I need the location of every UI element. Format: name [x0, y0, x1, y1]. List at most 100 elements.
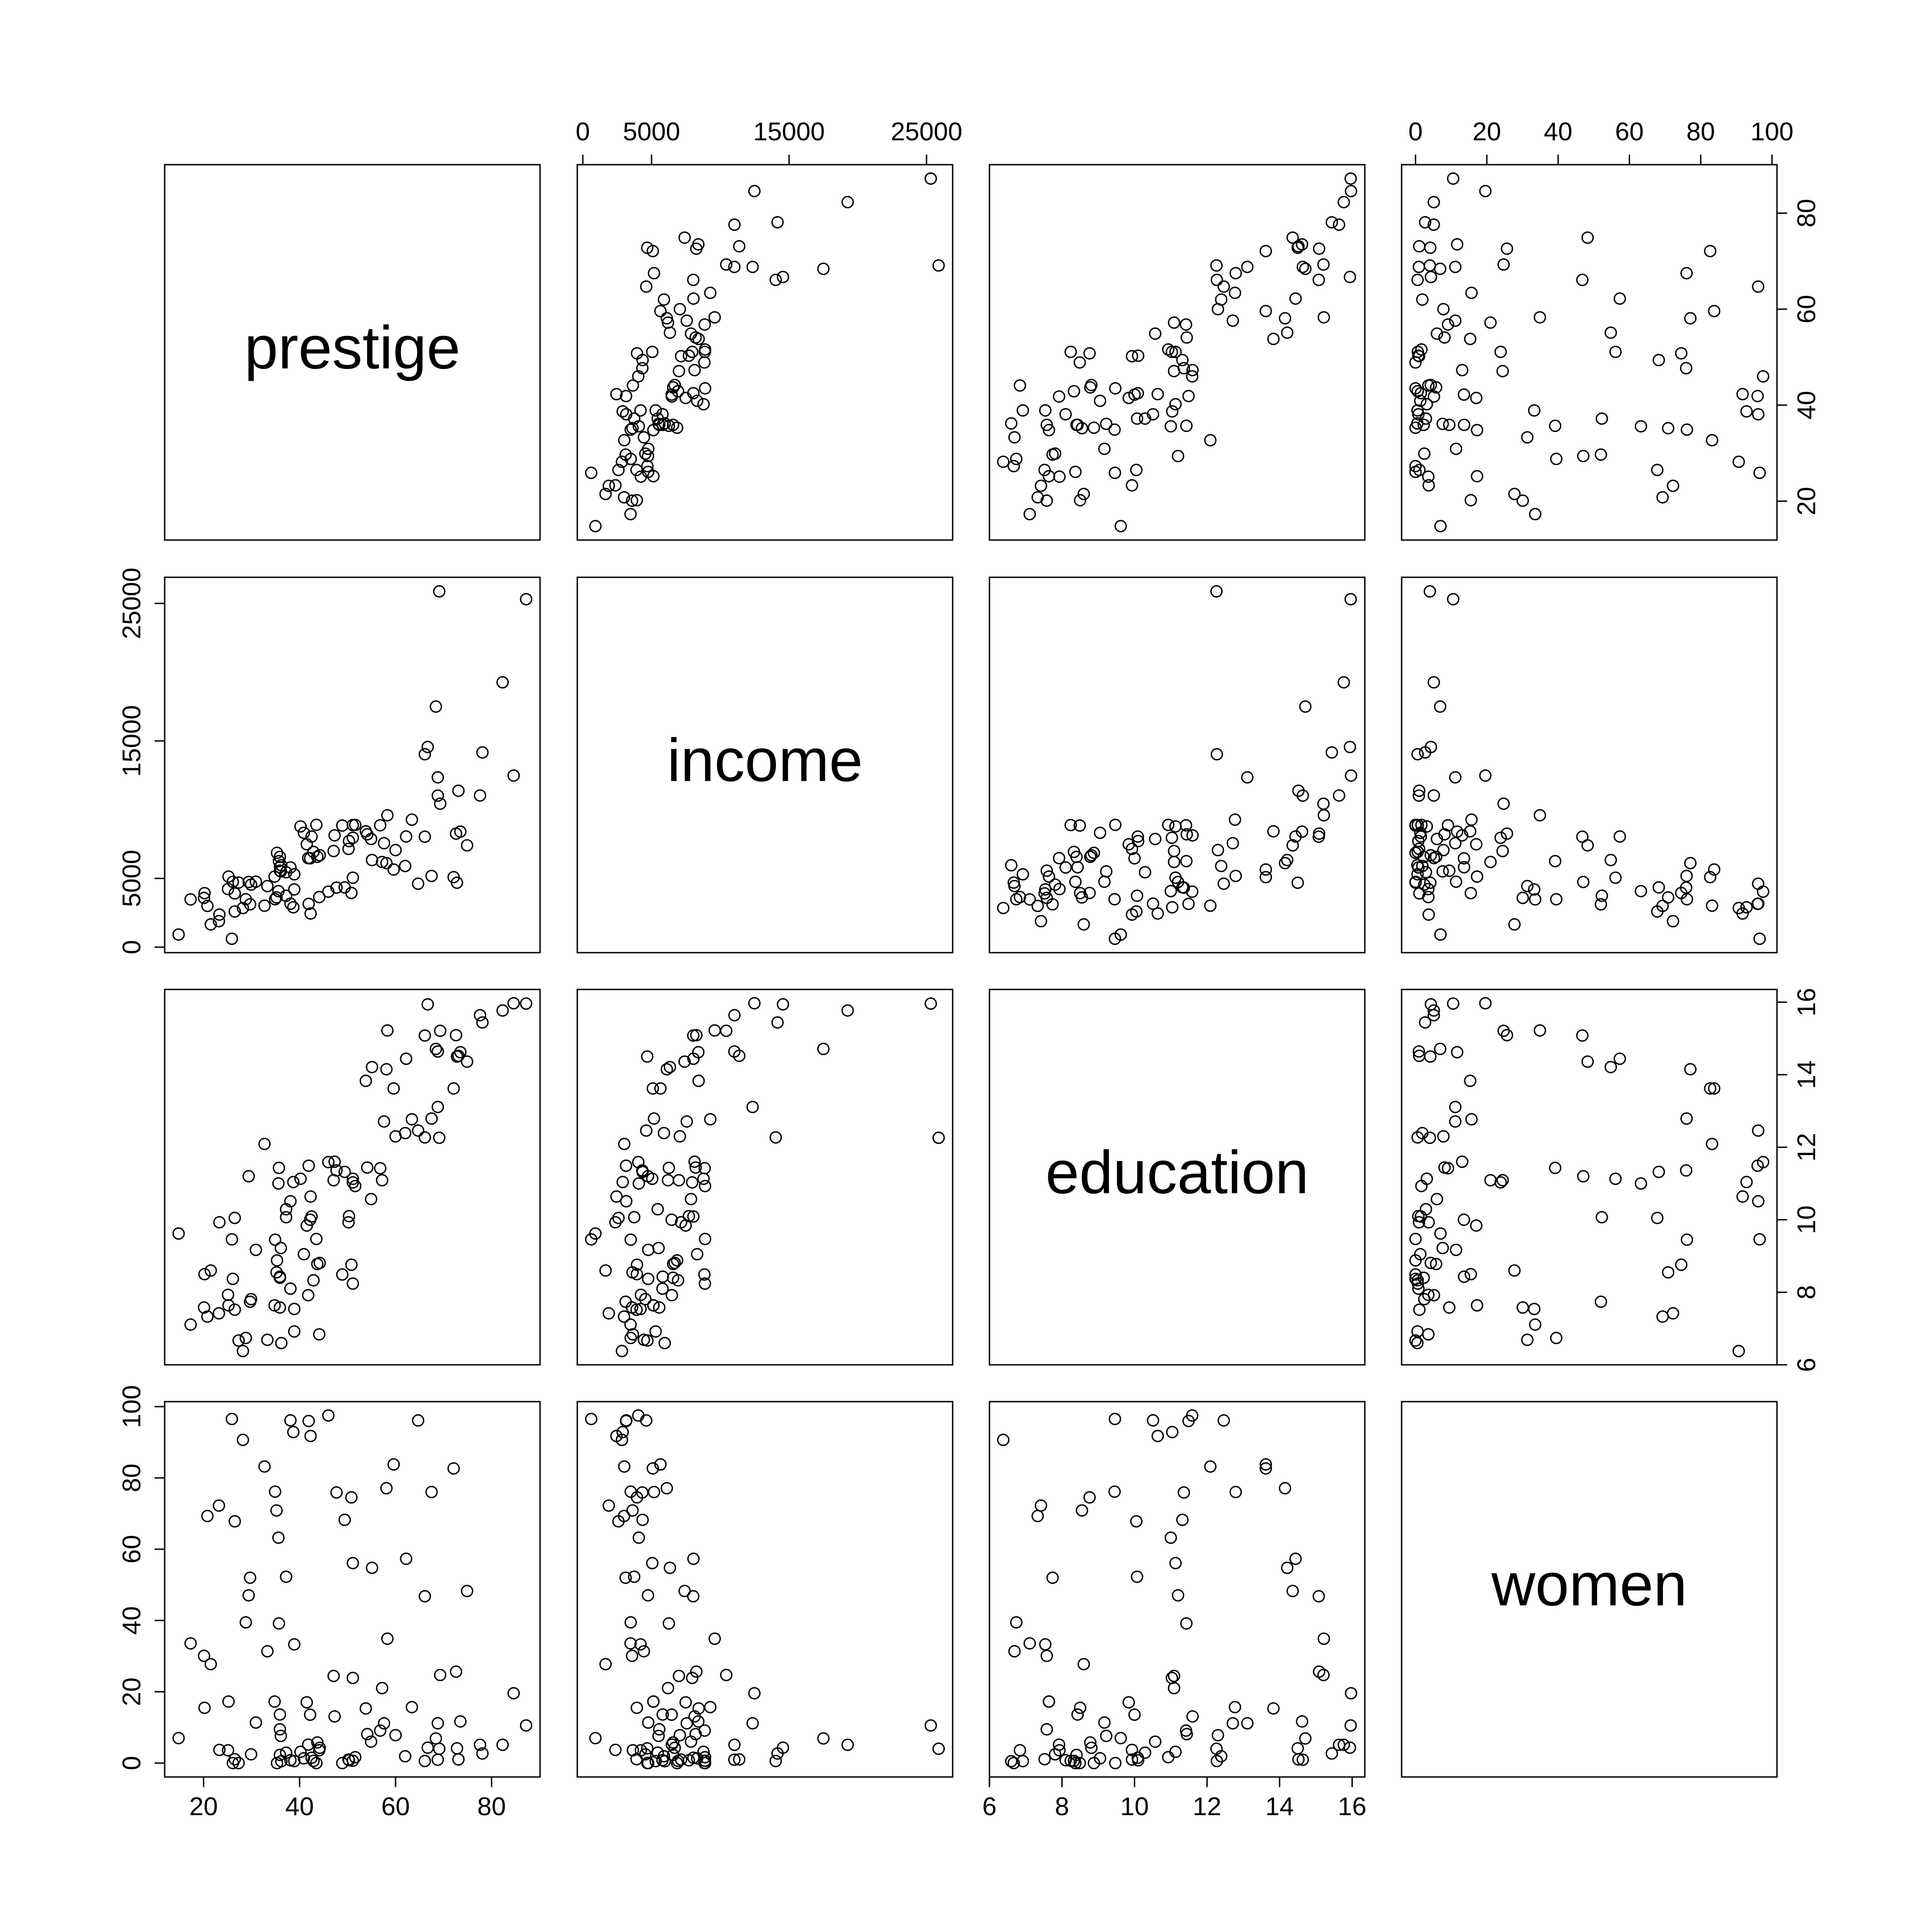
- point: [1447, 172, 1460, 185]
- point: [1130, 1515, 1143, 1528]
- point: [690, 1665, 703, 1678]
- point: [652, 1730, 665, 1742]
- point: [667, 1258, 679, 1271]
- point: [1010, 1616, 1023, 1629]
- point: [302, 1159, 315, 1172]
- x-tick-label: 100: [1750, 117, 1793, 146]
- point: [1581, 231, 1594, 244]
- point: [1128, 388, 1141, 401]
- point: [689, 1161, 702, 1174]
- point: [1656, 899, 1669, 912]
- point: [642, 1243, 655, 1256]
- point: [387, 1458, 400, 1471]
- point: [272, 1617, 285, 1630]
- point: [447, 871, 460, 884]
- point: [1217, 280, 1230, 293]
- point: [1128, 1708, 1141, 1721]
- x-tick-label: 10: [1120, 1792, 1149, 1821]
- point: [728, 1045, 741, 1058]
- point: [1286, 231, 1299, 244]
- point: [1131, 889, 1144, 902]
- point: [322, 1156, 335, 1168]
- point: [1456, 1155, 1469, 1168]
- x-tick-label: 8: [1055, 1792, 1069, 1821]
- point: [287, 901, 300, 914]
- point: [1464, 887, 1477, 900]
- point: [1409, 460, 1422, 472]
- point: [1008, 1645, 1021, 1658]
- y-tick-label: 20: [117, 1678, 146, 1706]
- point: [1267, 333, 1280, 345]
- point: [1281, 1561, 1294, 1574]
- point: [287, 1176, 300, 1189]
- point: [638, 431, 650, 444]
- point: [699, 1232, 712, 1245]
- point: [1132, 349, 1144, 362]
- point: [1042, 1695, 1055, 1708]
- point: [640, 1414, 653, 1427]
- point: [675, 1216, 688, 1229]
- point: [1430, 381, 1443, 394]
- point: [684, 327, 697, 340]
- point: [419, 1754, 431, 1767]
- point: [1186, 1710, 1199, 1723]
- point: [1595, 1211, 1608, 1224]
- point: [226, 1272, 239, 1285]
- point: [204, 1658, 217, 1671]
- point: [1178, 1486, 1190, 1499]
- point: [1337, 676, 1350, 689]
- point: [376, 1174, 389, 1187]
- point: [1180, 828, 1193, 841]
- point: [648, 267, 661, 280]
- point: [1494, 345, 1507, 358]
- point: [1424, 242, 1437, 254]
- point: [675, 350, 688, 362]
- point: [359, 1075, 372, 1087]
- point: [1496, 365, 1509, 378]
- point: [1447, 997, 1460, 1010]
- point: [698, 1757, 711, 1770]
- point: [1752, 897, 1765, 910]
- panel-frame: [989, 989, 1366, 1366]
- point: [626, 1650, 638, 1662]
- point: [1176, 1513, 1189, 1526]
- point: [365, 833, 378, 845]
- point: [270, 891, 283, 904]
- point: [1680, 423, 1693, 436]
- point: [1419, 216, 1432, 229]
- point: [434, 1668, 447, 1681]
- point: [1098, 443, 1111, 455]
- point: [1166, 901, 1179, 914]
- point: [663, 1061, 676, 1074]
- point: [1704, 871, 1717, 884]
- point: [647, 1299, 660, 1312]
- point: [663, 1561, 676, 1574]
- point: [1465, 287, 1478, 299]
- point: [1471, 1299, 1484, 1312]
- point: [412, 1124, 425, 1137]
- point: [1169, 871, 1182, 884]
- point: [474, 1738, 487, 1751]
- point: [1333, 218, 1346, 231]
- point: [304, 907, 317, 920]
- point: [1046, 1571, 1059, 1584]
- point: [239, 893, 252, 906]
- point: [1085, 849, 1098, 862]
- point: [1126, 908, 1138, 921]
- point: [1289, 830, 1302, 843]
- x-tick-label: 40: [285, 1792, 314, 1821]
- point: [653, 1301, 666, 1314]
- point: [1059, 861, 1072, 874]
- point: [349, 1751, 362, 1764]
- point: [1046, 898, 1059, 911]
- x-tick-label: 15000: [753, 117, 825, 146]
- point: [236, 1433, 249, 1446]
- point: [273, 1748, 286, 1761]
- point: [585, 1413, 598, 1426]
- point: [1427, 390, 1440, 403]
- point: [1071, 1708, 1084, 1721]
- point: [1680, 1112, 1693, 1125]
- point: [1414, 387, 1427, 400]
- point: [1296, 1753, 1309, 1766]
- point: [673, 1729, 686, 1742]
